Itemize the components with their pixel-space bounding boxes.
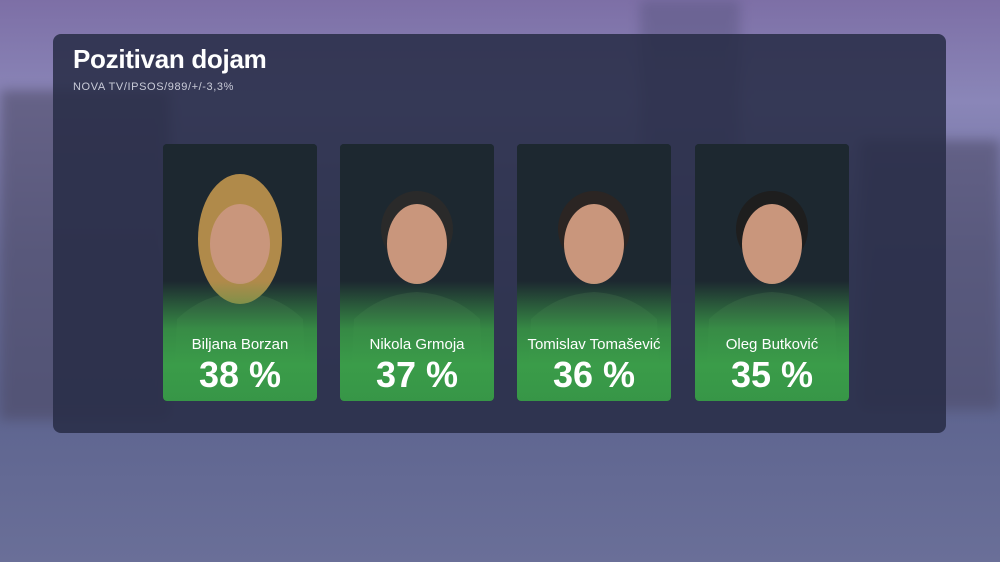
candidate-card: Biljana Borzan 38 % bbox=[163, 144, 317, 401]
candidate-name: Oleg Butković bbox=[725, 336, 819, 353]
candidate-card: Tomislav Tomašević 36 % bbox=[517, 144, 671, 401]
candidate-card: Oleg Butković 35 % bbox=[695, 144, 849, 401]
face bbox=[742, 204, 802, 284]
candidate-percentage: 37 % bbox=[375, 354, 459, 395]
poll-panel: Pozitivan dojam NOVA TV/IPSOS/989/+/-3,3… bbox=[53, 34, 946, 433]
candidate-percentage: 35 % bbox=[730, 354, 814, 395]
candidate-name: Nikola Grmoja bbox=[369, 336, 465, 353]
face bbox=[210, 204, 270, 284]
face bbox=[564, 204, 624, 284]
green-overlay bbox=[340, 281, 494, 401]
candidate-card: Nikola Grmoja 37 % bbox=[340, 144, 494, 401]
face bbox=[387, 204, 447, 284]
green-overlay bbox=[517, 281, 671, 401]
green-overlay bbox=[163, 281, 317, 401]
candidate-name: Tomislav Tomašević bbox=[527, 336, 661, 353]
candidate-percentage: 38 % bbox=[198, 354, 282, 395]
candidate-percentage: 36 % bbox=[552, 354, 636, 395]
green-overlay bbox=[695, 281, 849, 401]
candidate-name: Biljana Borzan bbox=[191, 336, 289, 353]
chart-subtitle: NOVA TV/IPSOS/989/+/-3,3% bbox=[73, 81, 235, 93]
chart-title: Pozitivan dojam bbox=[73, 44, 267, 74]
